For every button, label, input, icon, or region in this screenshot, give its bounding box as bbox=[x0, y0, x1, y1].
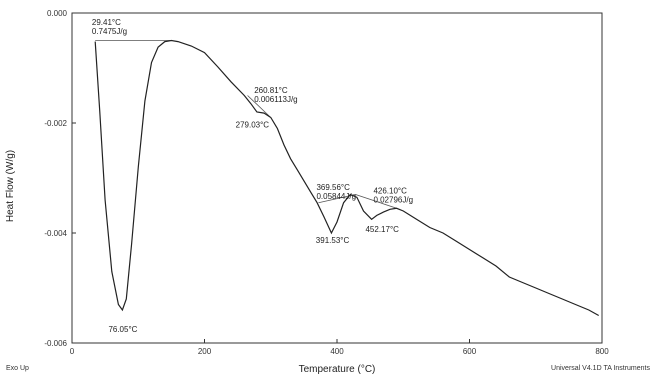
peak-annotation: 369.56°C 0.05844J/g bbox=[316, 183, 356, 201]
x-tick-label: 0 bbox=[70, 347, 75, 356]
exo-up-label: Exo Up bbox=[6, 365, 29, 372]
y-axis-label: Heat Flow (W/g) bbox=[5, 150, 16, 222]
peak-annotation: 260.81°C 0.006113J/g bbox=[254, 86, 297, 104]
integration-baseline bbox=[355, 194, 397, 209]
peak-annotation: 279.03°C bbox=[236, 120, 270, 129]
y-tick-label: -0.004 bbox=[44, 229, 67, 238]
x-tick-label: 400 bbox=[330, 347, 344, 356]
x-tick-label: 600 bbox=[463, 347, 477, 356]
x-tick-label: 800 bbox=[595, 347, 609, 356]
peak-annotation: 76.05°C bbox=[108, 325, 137, 334]
y-tick-label: -0.006 bbox=[44, 339, 67, 348]
peak-annotation: 29.41°C 0.7475J/g bbox=[92, 18, 127, 36]
instrument-footer: Universal V4.1D TA Instruments bbox=[551, 365, 650, 372]
x-axis-label: Temperature (°C) bbox=[299, 364, 376, 374]
integration-baseline bbox=[247, 95, 272, 118]
heat-flow-series bbox=[94, 39, 599, 317]
y-tick-label: -0.002 bbox=[44, 119, 67, 128]
y-tick-label: 0.000 bbox=[47, 9, 68, 18]
x-tick-label: 200 bbox=[198, 347, 212, 356]
peak-annotation: 391.53°C bbox=[316, 236, 350, 245]
peak-annotation: 426.10°C 0.02796J/g bbox=[373, 186, 413, 204]
peak-annotation: 452.17°C bbox=[365, 225, 399, 234]
